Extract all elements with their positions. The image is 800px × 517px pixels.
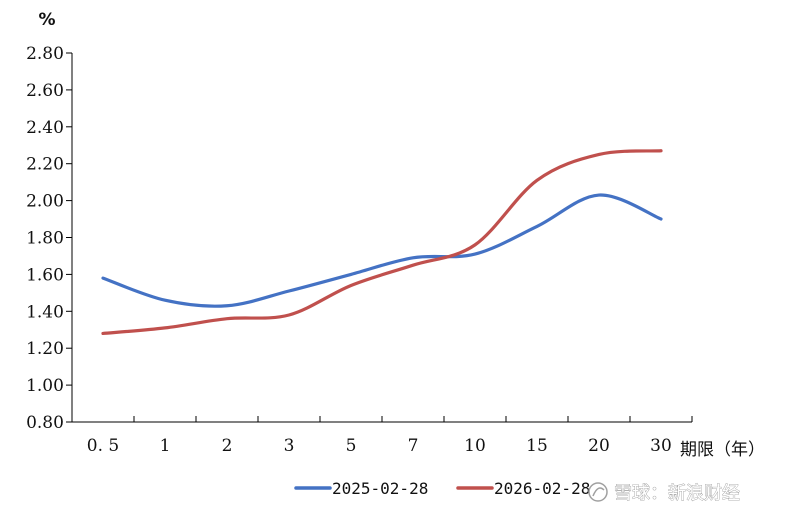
series-line-2026-02-28 — [101, 149, 663, 336]
y-tick-label: 1.60 — [26, 265, 64, 285]
x-tick-label: 30 — [650, 436, 672, 456]
y-tick-label: 2.20 — [26, 155, 64, 175]
y-tick-label: 2.40 — [26, 118, 64, 138]
x-tick-label: 3 — [284, 436, 295, 456]
y-unit-label: % — [38, 10, 55, 30]
y-tick-label: 1.80 — [26, 229, 64, 249]
x-tick-label: 2 — [222, 436, 233, 456]
snowball-logo-icon — [588, 482, 608, 502]
snowball-logo-swirl — [592, 487, 605, 497]
y-tick-label: 0.80 — [26, 413, 64, 433]
series-line-2025-02-28 — [101, 193, 663, 308]
x-axis: 0. 5 1 2 3 5 7 10 15 20 30 — [71, 416, 693, 456]
y-tick-label: 2.00 — [26, 192, 64, 212]
legend: 2025-02-28 2026-02-28 — [294, 479, 590, 498]
y-axis: 0.80 1.00 1.20 1.40 1.60 1.80 2.00 2.20 2.40 2.60… — [26, 44, 73, 433]
watermark-text: 雪球：新浪财经 — [614, 483, 740, 504]
series-layer — [101, 149, 663, 336]
x-tick-label: 20 — [588, 436, 610, 456]
x-tick-label: 0. 5 — [87, 436, 119, 456]
legend-label-2026-02-28: 2026-02-28 — [494, 479, 590, 498]
watermark: 雪球：新浪财经 — [588, 482, 740, 504]
x-axis-title: 期限（年） — [680, 440, 765, 460]
y-tick-label: 1.20 — [26, 339, 64, 359]
x-tick-label: 7 — [408, 436, 419, 456]
y-tick-label: 1.40 — [26, 302, 64, 322]
y-tick-label: 2.60 — [26, 81, 64, 101]
x-tick-label: 5 — [346, 436, 357, 456]
x-tick-label: 15 — [526, 436, 548, 456]
y-tick-label: 2.80 — [26, 44, 64, 64]
y-tick-label: 1.00 — [26, 376, 64, 396]
legend-label-2025-02-28: 2025-02-28 — [332, 479, 428, 498]
x-tick-label: 1 — [160, 436, 171, 456]
x-tick-label: 10 — [464, 436, 486, 456]
